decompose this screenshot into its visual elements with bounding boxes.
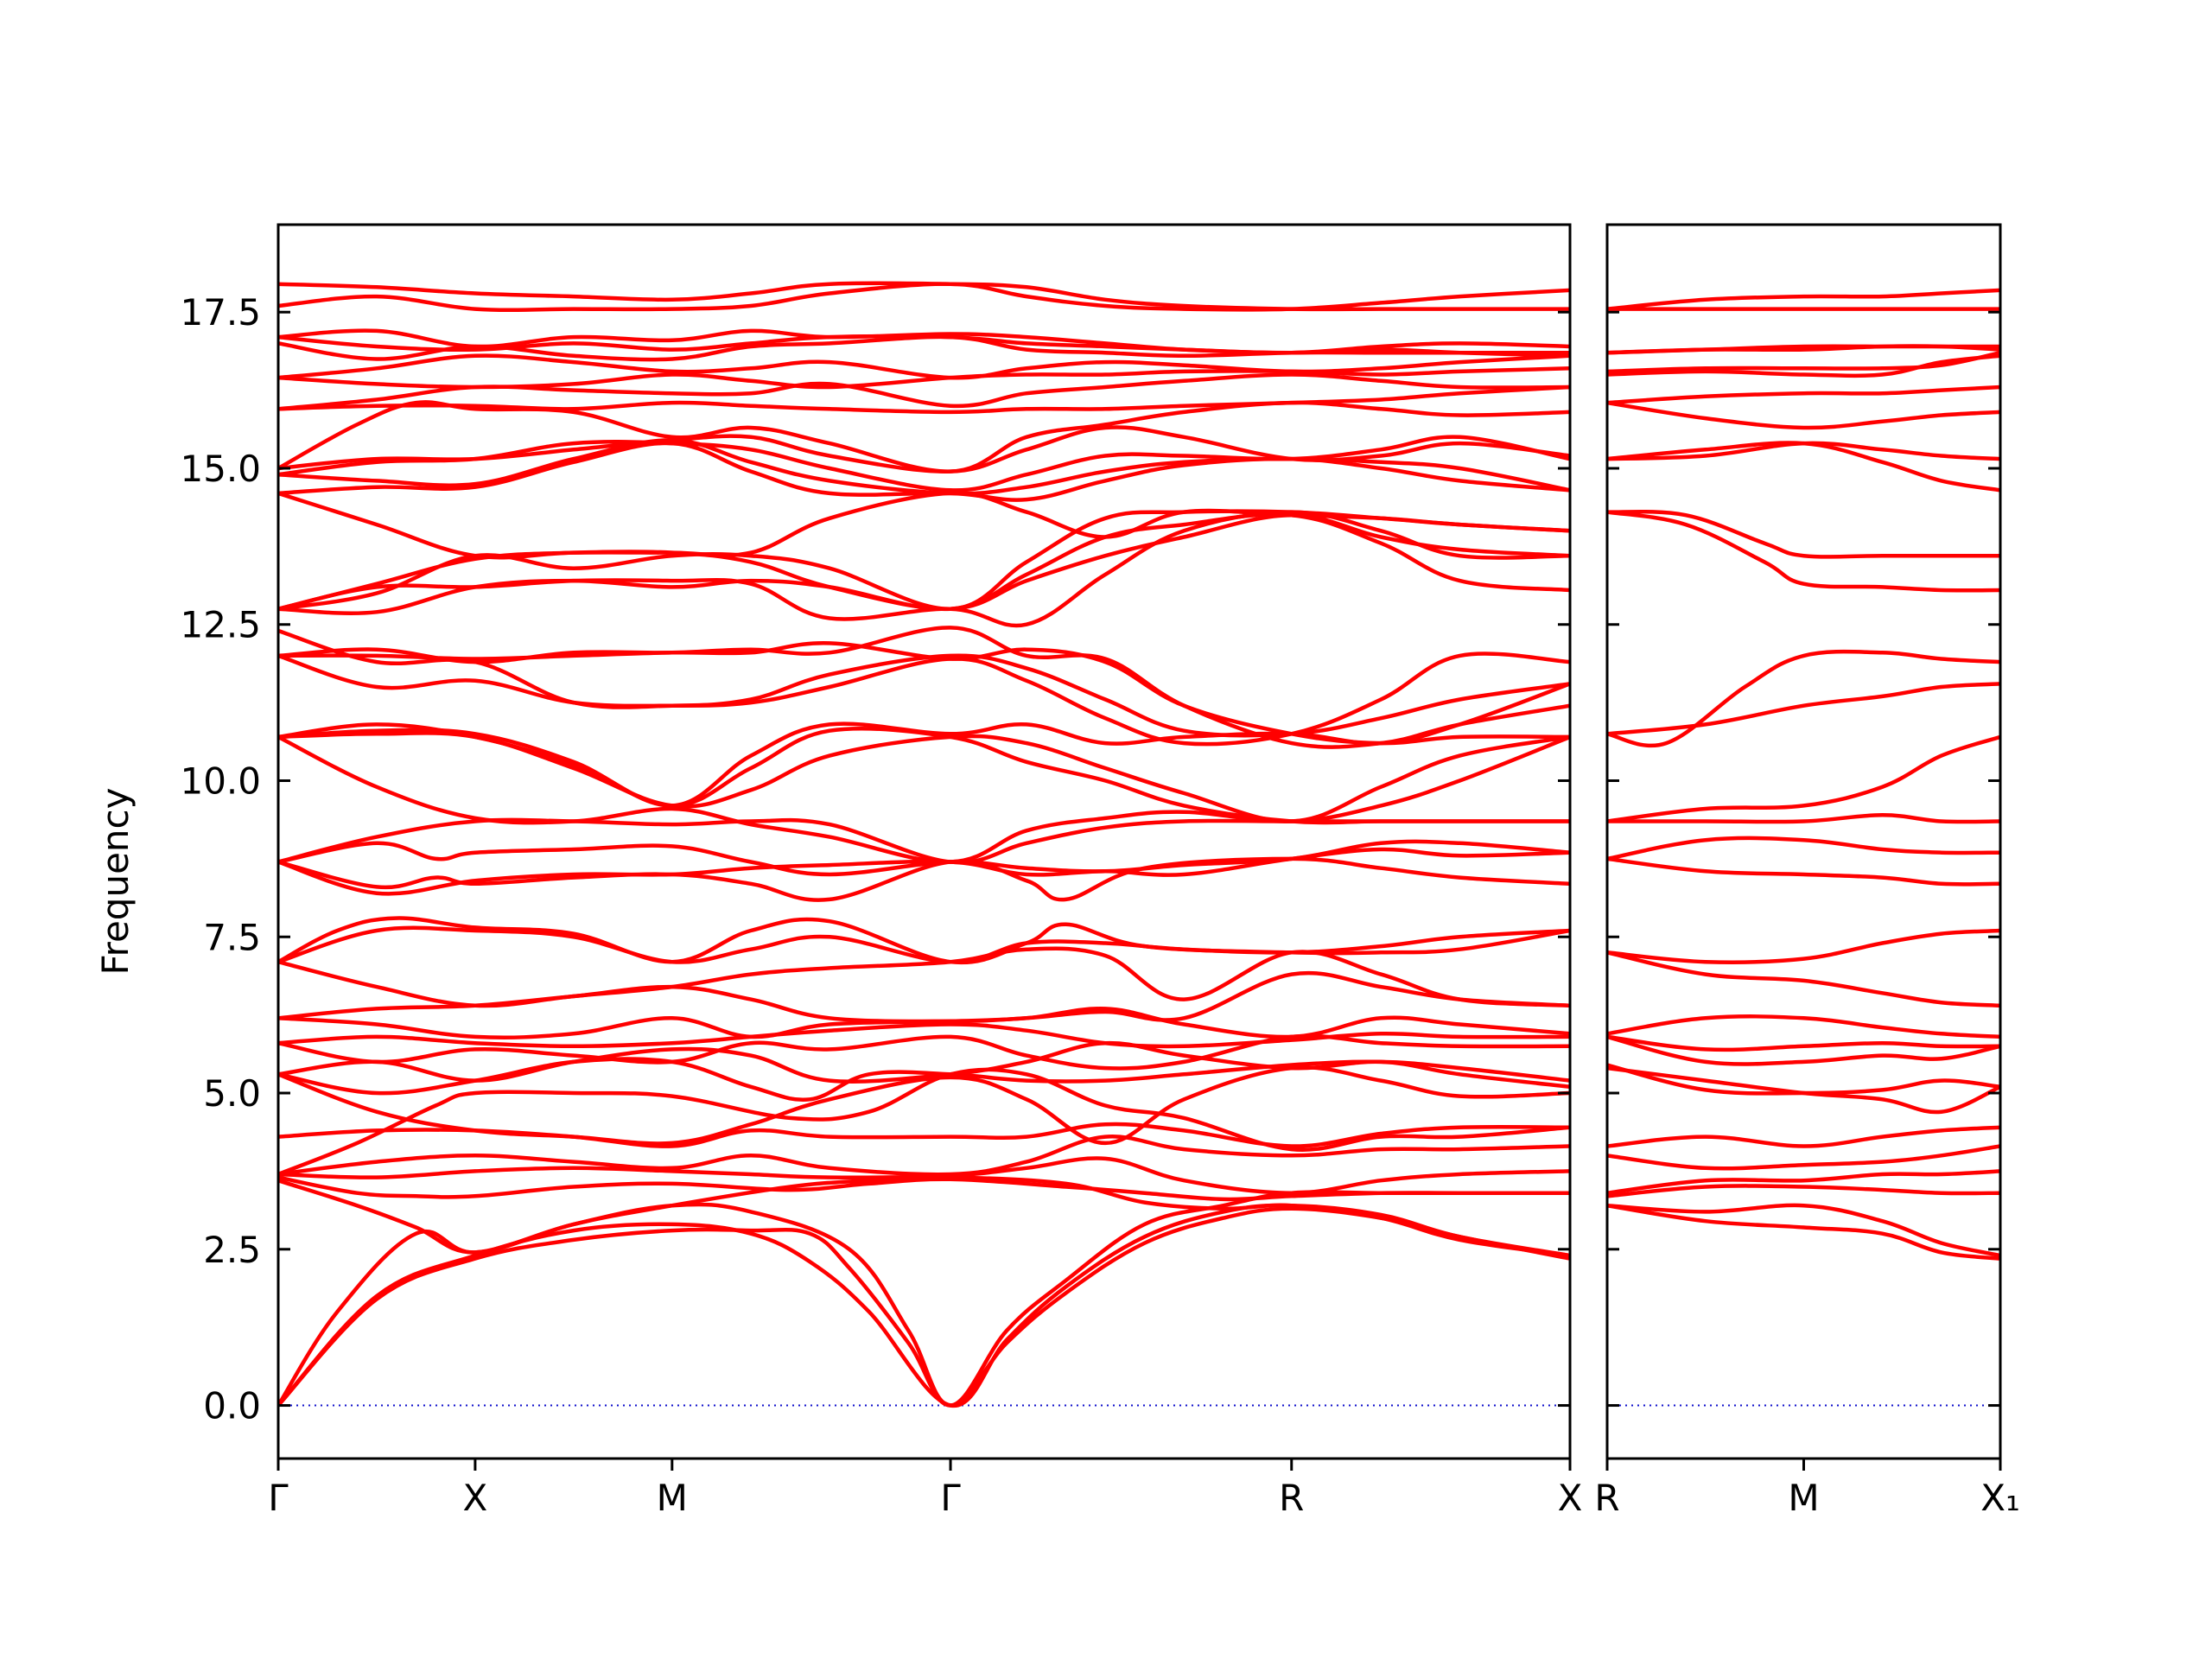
band-line-right-18 bbox=[1607, 649, 2000, 748]
x-tick-label: Γ bbox=[940, 1477, 961, 1519]
x-tick-label: X bbox=[1558, 1477, 1583, 1519]
band-line-left-48 bbox=[278, 282, 1570, 312]
y-tick-label: 0.0 bbox=[203, 1385, 261, 1427]
x-tick-label: Γ bbox=[268, 1477, 289, 1519]
x-tick-label: R bbox=[1279, 1477, 1304, 1519]
y-axis-label: Frequency bbox=[94, 788, 137, 976]
band-line-right-1 bbox=[1607, 1203, 2000, 1258]
band-line-right-24 bbox=[1607, 385, 2000, 405]
band-line-left-7 bbox=[278, 1122, 1570, 1148]
band-line-left-41 bbox=[278, 385, 1570, 415]
band-line-left-37 bbox=[278, 438, 1570, 496]
band-line-right-7 bbox=[1607, 1063, 2000, 1096]
band-line-left-35 bbox=[278, 491, 1570, 560]
band-line-right-21 bbox=[1607, 441, 2000, 493]
band-line-left-11 bbox=[278, 1040, 1570, 1090]
band-line-left-15 bbox=[278, 970, 1570, 1024]
band-line-left-18 bbox=[278, 916, 1570, 965]
band-line-left-30 bbox=[278, 641, 1570, 746]
band-line-left-3 bbox=[278, 1175, 1570, 1258]
band-line-left-44 bbox=[278, 353, 1570, 380]
band-line-right-28 bbox=[1607, 344, 2000, 355]
band-line-right-19 bbox=[1607, 510, 2000, 593]
band-line-left-9 bbox=[278, 1065, 1570, 1146]
band-line-left-0 bbox=[278, 1206, 1570, 1408]
y-tick-label: 5.0 bbox=[203, 1072, 261, 1115]
band-line-right-17 bbox=[1607, 682, 2000, 736]
band-line-left-25 bbox=[278, 722, 1570, 825]
band-line-right-16 bbox=[1607, 734, 2000, 823]
band-line-right-9 bbox=[1607, 1034, 2000, 1052]
band-line-left-29 bbox=[278, 626, 1570, 749]
band-line-left-21 bbox=[278, 839, 1570, 877]
left-panel: 0.0 2.5 5.0 7.5 10.0 12.5 15.0 17.5 Γ X M Γ R X bbox=[180, 223, 1583, 1519]
band-line-right-30 bbox=[1607, 288, 2000, 311]
band-line-left-8 bbox=[278, 1067, 1570, 1177]
y-tick-label: 12.5 bbox=[180, 604, 261, 646]
band-line-left-43 bbox=[278, 366, 1570, 390]
axes-frame bbox=[276, 223, 1572, 1460]
bands-group bbox=[1607, 288, 2000, 1261]
band-line-left-6 bbox=[278, 1135, 1570, 1177]
y-tick-label: 7.5 bbox=[203, 916, 261, 958]
band-line-right-26 bbox=[1607, 350, 2000, 374]
band-line-right-6 bbox=[1607, 1065, 2000, 1115]
band-line-right-12 bbox=[1607, 928, 2000, 964]
band-line-right-13 bbox=[1607, 856, 2000, 887]
band-line-left-23 bbox=[278, 734, 1570, 864]
y-tick-label: 10.0 bbox=[180, 760, 261, 803]
bands-group bbox=[278, 281, 1570, 1408]
band-line-right-14 bbox=[1607, 836, 2000, 861]
band-line-left-46 bbox=[278, 334, 1570, 355]
y-tick-label: 15.0 bbox=[180, 448, 261, 490]
band-line-right-10 bbox=[1607, 1014, 2000, 1039]
band-line-left-13 bbox=[278, 1022, 1570, 1049]
band-line-right-4 bbox=[1607, 1144, 2000, 1171]
band-line-right-3 bbox=[1607, 1169, 2000, 1195]
x-tick-label: M bbox=[1788, 1477, 1819, 1519]
band-line-left-12 bbox=[278, 1033, 1570, 1071]
right-panel: R M X₁ bbox=[1594, 223, 2020, 1519]
band-line-right-8 bbox=[1607, 1034, 2000, 1066]
x-tick-label: X₁ bbox=[1980, 1477, 2020, 1519]
band-line-right-5 bbox=[1607, 1125, 2000, 1148]
band-line-left-22 bbox=[278, 817, 1570, 865]
band-line-left-49 bbox=[278, 281, 1570, 312]
band-line-right-2 bbox=[1607, 1184, 2000, 1198]
band-line-right-20 bbox=[1607, 509, 2000, 559]
band-line-right-0 bbox=[1607, 1203, 2000, 1261]
band-line-right-11 bbox=[1607, 950, 2000, 1008]
band-line-right-22 bbox=[1607, 441, 2000, 461]
x-tick-label: X bbox=[463, 1477, 488, 1519]
band-line-right-15 bbox=[1607, 813, 2000, 824]
y-tick-label: 2.5 bbox=[203, 1229, 261, 1271]
band-line-left-47 bbox=[278, 328, 1570, 359]
band-line-left-34 bbox=[278, 512, 1570, 611]
band-line-right-23 bbox=[1607, 400, 2000, 430]
band-line-right-25 bbox=[1607, 353, 2000, 378]
y-tick-label: 17.5 bbox=[180, 291, 261, 334]
x-tick-label: R bbox=[1594, 1477, 1619, 1519]
band-line-left-28 bbox=[278, 628, 1570, 738]
x-tick-label: M bbox=[657, 1477, 688, 1519]
band-line-left-4 bbox=[278, 1175, 1570, 1202]
